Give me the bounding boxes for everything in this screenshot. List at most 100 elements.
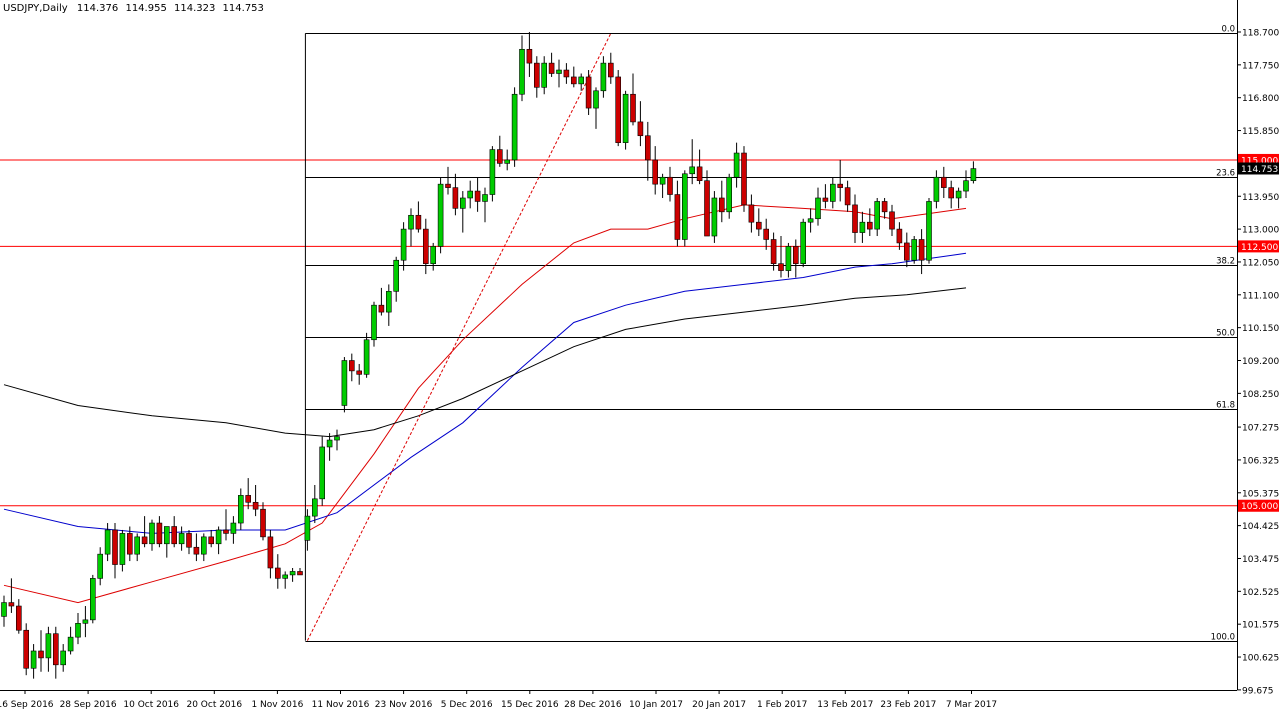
candle-3 <box>23 623 30 676</box>
candle-115 <box>852 194 858 243</box>
trend-line[interactable] <box>306 33 612 641</box>
time-tick-label-12: 1 Feb 2017 <box>757 700 807 710</box>
candle-body <box>482 194 488 202</box>
candle-body <box>97 553 103 579</box>
candle-66 <box>489 146 496 202</box>
price-tick-label-18: 101.575 <box>1242 621 1279 631</box>
candle-body <box>156 522 163 545</box>
candle-body <box>511 93 518 161</box>
moving-average-2 <box>3 287 967 438</box>
candle-131 <box>970 161 977 184</box>
candle-body <box>201 536 207 555</box>
candle-body <box>556 69 562 74</box>
candle-128 <box>948 180 955 209</box>
candle-64 <box>474 177 481 212</box>
candle-body <box>474 190 481 202</box>
candle-93 <box>689 139 696 185</box>
candle-86 <box>637 101 644 147</box>
candle-body <box>496 149 503 164</box>
candle-26 <box>193 533 200 562</box>
candle-71 <box>526 32 533 77</box>
moving-average-1 <box>3 252 967 534</box>
candle-body <box>356 370 363 375</box>
candle-body <box>741 152 747 206</box>
candle-73 <box>541 56 548 95</box>
price-tick-label-7: 112.050 <box>1242 258 1279 268</box>
candle-25 <box>186 529 192 555</box>
candle-39 <box>289 567 296 582</box>
candle-40 <box>297 567 303 576</box>
candle-46 <box>341 357 348 413</box>
candle-110 <box>815 187 821 226</box>
candle-53 <box>393 256 400 302</box>
candle-body <box>215 529 222 545</box>
candle-body <box>963 180 969 192</box>
candle-42 <box>311 484 318 524</box>
candle-22 <box>164 526 170 558</box>
candle-102 <box>755 208 762 237</box>
candle-45 <box>334 429 340 451</box>
candle-body <box>667 176 673 195</box>
candle-body <box>585 76 592 109</box>
candle-body <box>504 159 511 164</box>
time-tick-label-3: 20 Oct 2016 <box>186 700 242 710</box>
candle-body <box>874 201 881 230</box>
candle-35 <box>260 502 266 541</box>
candle-body <box>526 48 533 64</box>
candle-body <box>348 360 355 372</box>
candle-body <box>822 197 829 202</box>
candle-body <box>607 62 614 78</box>
candle-body <box>955 190 962 199</box>
candle-body <box>926 201 932 261</box>
candle-body <box>770 239 777 264</box>
candle-0 <box>1 595 7 627</box>
candle-body <box>141 536 148 545</box>
price-tick-label-11: 108.250 <box>1242 390 1279 400</box>
candle-body <box>948 187 955 199</box>
price-tick-label-20: 99.675 <box>1242 686 1274 696</box>
candle-body <box>718 197 725 213</box>
candle-8 <box>60 644 67 672</box>
candle-67 <box>496 135 503 167</box>
price-tick-label-17: 102.525 <box>1242 588 1279 598</box>
candle-body <box>829 183 836 202</box>
price-tick-label-15: 104.425 <box>1242 522 1279 532</box>
candle-127 <box>940 166 947 198</box>
candle-55 <box>408 208 414 247</box>
candle-body <box>792 246 799 264</box>
candle-body <box>437 183 444 247</box>
candle-body <box>422 228 429 264</box>
candle-body <box>704 180 710 237</box>
candle-body <box>711 197 718 237</box>
candle-97 <box>718 180 725 223</box>
fib-level-label-0: 0.0 <box>1221 25 1235 35</box>
candle-body <box>385 291 392 313</box>
candle-57 <box>422 218 429 275</box>
candle-body <box>393 259 400 292</box>
candle-body <box>90 578 96 621</box>
candle-body <box>696 166 703 181</box>
time-tick-label-15: 7 Mar 2017 <box>946 700 997 710</box>
candle-body <box>541 62 548 88</box>
candle-16 <box>119 529 126 572</box>
candle-21 <box>156 516 163 548</box>
candle-9 <box>67 626 74 655</box>
candle-107 <box>792 239 799 278</box>
candle-88 <box>652 146 659 195</box>
candle-95 <box>704 170 710 237</box>
time-tick-label-10: 10 Jan 2017 <box>629 700 683 710</box>
candle-44 <box>326 433 333 461</box>
candle-108 <box>800 218 807 268</box>
candle-37 <box>274 554 281 589</box>
candle-body <box>467 190 474 199</box>
candle-84 <box>622 90 629 150</box>
candle-122 <box>903 232 910 268</box>
price-tick-label-3: 115.850 <box>1242 127 1279 137</box>
price-tick-label-0: 118.700 <box>1242 29 1279 39</box>
candle-body <box>600 62 607 92</box>
candle-body <box>415 214 422 230</box>
time-tick-label-13: 13 Feb 2017 <box>817 700 873 710</box>
high-value: 114.955 <box>125 3 166 14</box>
